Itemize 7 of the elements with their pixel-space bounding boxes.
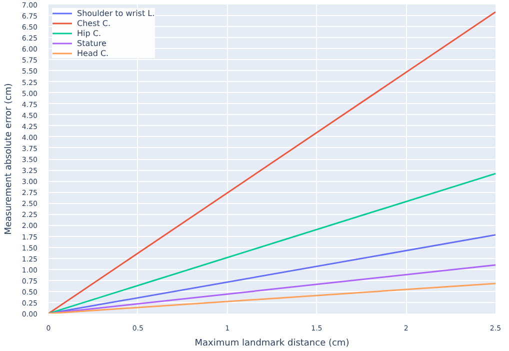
legend-label: Hip C. [77, 28, 101, 38]
x-axis-title: Maximum landmark distance (cm) [194, 338, 350, 348]
legend-label: Shoulder to wrist L. [77, 8, 155, 18]
legend-label: Head C. [77, 48, 109, 58]
legend-label: Stature [77, 38, 106, 48]
y-axis-title: Measurement absolute error (cm) [4, 83, 14, 235]
legend-label: Chest C. [77, 18, 111, 28]
